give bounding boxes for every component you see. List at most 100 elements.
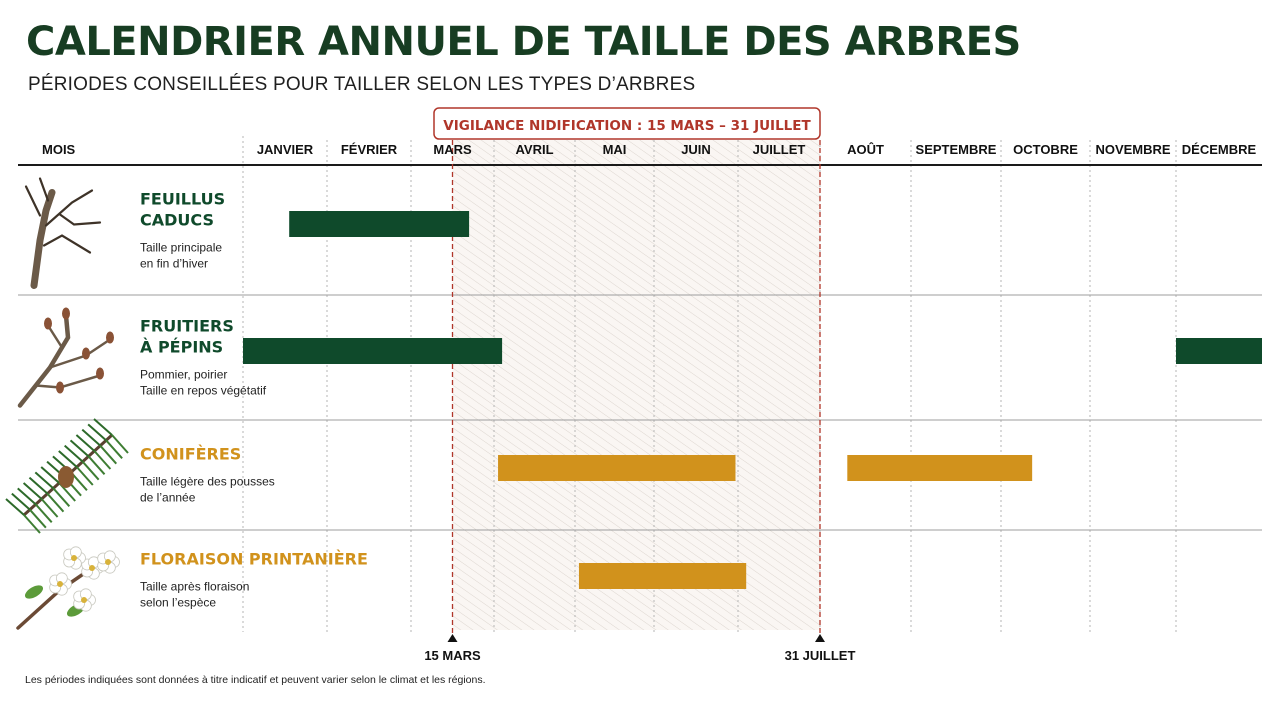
needle: [93, 450, 112, 470]
branch-twigs: [24, 177, 102, 254]
header-label-mois: MOIS: [42, 142, 76, 157]
needle: [23, 514, 41, 534]
needle: [64, 444, 84, 463]
period-bar: [243, 338, 503, 364]
needle: [87, 423, 107, 442]
needle: [111, 434, 129, 454]
needle: [11, 492, 31, 511]
month-label: AOÛT: [847, 142, 884, 157]
category-rows: FEUILLUS CADUCS Taille principale en fin d’…: [5, 177, 1262, 630]
needle: [81, 428, 101, 447]
month-label: OCTOBRE: [1013, 142, 1078, 157]
bud: [96, 367, 104, 380]
category-description: selon l’espèce: [140, 596, 216, 610]
month-label: JUILLET: [753, 142, 806, 157]
category-description: Taille principale: [140, 241, 222, 255]
bud: [62, 307, 70, 320]
needle: [28, 476, 49, 495]
needle: [58, 450, 78, 468]
vigilance-banner-box: [433, 107, 821, 140]
needle: [87, 455, 106, 475]
branch-stem: [17, 313, 71, 408]
category-row: FRUITIERS À PÉPINS Pommier, poirier Taille …: [17, 307, 1262, 408]
needle: [69, 439, 90, 458]
pruning-calendar-chart: MOIS JANVIER FÉVRIER MARS AVRIL MAI JUIN JUILL…: [5, 107, 1262, 663]
date-marker-label: 31 JUILLET: [785, 648, 856, 663]
chart-title: CALENDRIER ANNUEL DE TAILLE DES ARBRES: [26, 19, 1021, 65]
needle: [22, 482, 43, 500]
category-row: FLORAISON PRINTANIÈRE Taille après florai…: [16, 546, 747, 630]
date-marker-triangle: [815, 634, 825, 642]
period-bar: [498, 455, 736, 481]
category-title: FEUILLUS: [140, 190, 225, 209]
needle: [75, 434, 96, 452]
bud: [44, 317, 52, 330]
needle: [93, 418, 113, 436]
month-label: DÉCEMBRE: [1182, 142, 1257, 157]
category-title: FRUITIERS: [140, 317, 234, 336]
needle: [76, 466, 94, 486]
category-description: Taille légère des pousses: [140, 475, 275, 489]
period-bar: [1176, 338, 1262, 364]
category-title: CONIFÈRES: [140, 445, 241, 464]
needle: [17, 487, 37, 506]
vigilance-banner: VIGILANCE NIDIFICATION : 15 MARS – 31 JU…: [433, 107, 821, 140]
blossom-center: [105, 559, 111, 565]
category-description: en fin d’hiver: [140, 257, 208, 271]
blossom-center: [81, 597, 87, 603]
period-bar: [578, 563, 747, 589]
month-gridlines: [242, 136, 1177, 632]
needle: [34, 471, 54, 490]
month-header: MOIS JANVIER FÉVRIER MARS AVRIL MAI JUIN JUILL…: [42, 142, 1257, 157]
budding-branch-icon: [17, 307, 114, 408]
blossom-center: [57, 581, 63, 587]
pine-cone: [58, 466, 74, 488]
month-label: FÉVRIER: [341, 142, 398, 157]
bud: [106, 331, 114, 344]
month-label: MAI: [603, 142, 627, 157]
bud: [56, 381, 64, 394]
blossom-branch-icon: [16, 546, 120, 630]
category-description: Pommier, poirier: [140, 368, 227, 382]
category-title: À PÉPINS: [140, 338, 223, 357]
date-marker-triangle: [447, 634, 458, 642]
leaf: [24, 585, 44, 599]
month-label: JUIN: [681, 142, 711, 157]
needle: [46, 493, 65, 513]
needle: [99, 445, 118, 465]
blossom-center: [71, 555, 77, 561]
category-row: FEUILLUS CADUCS Taille principale en fin d’…: [24, 177, 470, 289]
vigilance-date-markers: 15 MARS 31 JUILLET: [424, 634, 855, 663]
needle: [5, 498, 25, 516]
category-title: CADUCS: [140, 211, 214, 230]
month-label: MARS: [433, 142, 472, 157]
needle: [40, 466, 60, 484]
period-bar: [847, 455, 1033, 481]
month-label: NOVEMBRE: [1095, 142, 1170, 157]
category-row: CONIFÈRES Taille légère des pousses de l’a…: [5, 418, 1033, 534]
period-bar: [289, 211, 470, 237]
footnote: Les périodes indiquées sont données à ti…: [25, 674, 486, 686]
needle: [34, 503, 53, 523]
date-marker-label: 15 MARS: [424, 648, 481, 663]
row-dividers: [18, 164, 1262, 531]
conifer-branch-icon: [5, 418, 129, 534]
category-description: de l’année: [140, 491, 196, 505]
bud: [82, 347, 90, 360]
needle: [52, 487, 71, 507]
chart-subtitle: PÉRIODES CONSEILLÉES POUR TAILLER SELON …: [28, 74, 696, 95]
month-label: JANVIER: [257, 142, 314, 157]
category-description: Taille après floraison: [140, 580, 249, 594]
branch-stem: [30, 189, 56, 289]
vigilance-nesting-area: [452, 140, 820, 630]
category-title: FLORAISON PRINTANIÈRE: [140, 550, 368, 569]
month-label: SEPTEMBRE: [916, 142, 997, 157]
needle: [29, 509, 47, 529]
category-description: Taille en repos végétatif: [140, 384, 267, 398]
needle: [40, 498, 59, 518]
vigilance-banner-label: VIGILANCE NIDIFICATION : 15 MARS – 31 JU…: [443, 118, 811, 134]
needle: [105, 439, 123, 459]
needle: [81, 461, 100, 481]
bare-branch-icon: [24, 177, 102, 289]
month-label: AVRIL: [515, 142, 553, 157]
